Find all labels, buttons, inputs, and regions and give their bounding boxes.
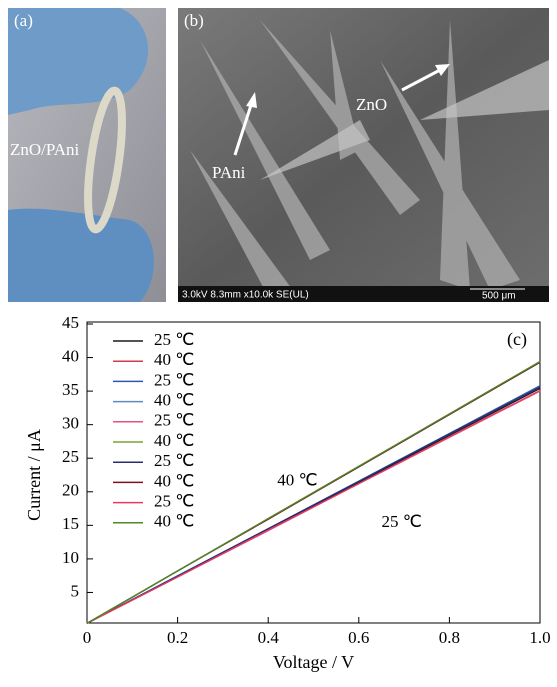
y-axis-label: Current / μA (24, 429, 44, 521)
sample-label: ZnO/PAni (10, 140, 80, 159)
annotation: 25 ℃ (381, 512, 421, 531)
panel-label: (c) (507, 329, 527, 350)
x-tick-label: 0.4 (258, 628, 280, 647)
legend-label: 25 ℃ (154, 492, 194, 511)
scale-bar-label: 500 μm (482, 291, 516, 302)
x-tick-label: 0.6 (348, 628, 369, 647)
x-tick-label: 0.2 (167, 628, 188, 647)
y-tick-label: 40 (62, 346, 79, 365)
legend-label: 25 ℃ (154, 370, 194, 389)
y-tick-label: 15 (62, 514, 79, 533)
y-tick-label: 5 (71, 581, 80, 600)
x-tick-label: 0.8 (439, 628, 460, 647)
legend-label: 40 ℃ (154, 471, 194, 490)
y-tick-label: 35 (62, 380, 79, 399)
y-tick-label: 20 (62, 481, 79, 500)
legend-label: 40 ℃ (154, 512, 194, 531)
chart-c: 0 0.2 0.4 0.6 0.8 1.0 5 10 15 20 25 30 35 40 45 Voltage… (24, 313, 551, 672)
panel-label: (b) (184, 11, 204, 30)
photo-a: (a) ZnO/PAni (8, 8, 166, 302)
sem-image-b: 3.0kV 8.3mm x10.0k SE(UL) 500 μm (b) PAn… (178, 8, 549, 302)
y-tick-label: 25 (62, 447, 79, 466)
figure: (a) ZnO/PAni 3.0kV 8.3mm x10.0k SE(UL) 5… (0, 0, 557, 682)
legend-label: 40 ℃ (154, 391, 194, 410)
annotation: 40 ℃ (277, 471, 317, 490)
sem-info: 3.0kV 8.3mm x10.0k SE(UL) (182, 290, 309, 301)
zno-label: ZnO (356, 95, 387, 114)
x-tick-label: 0 (83, 628, 92, 647)
legend-label: 25 ℃ (154, 451, 194, 470)
panel-label: (a) (14, 11, 33, 30)
legend-label: 40 ℃ (154, 431, 194, 450)
x-tick-label: 1.0 (529, 628, 550, 647)
legend-label: 25 ℃ (154, 411, 194, 430)
x-axis-label: Voltage / V (273, 652, 354, 672)
legend-label: 25 ℃ (154, 330, 194, 349)
y-tick-label: 30 (62, 414, 79, 433)
y-tick-label: 10 (62, 548, 79, 567)
legend-label: 40 ℃ (154, 350, 194, 369)
y-tick-label: 45 (62, 313, 79, 332)
pani-label: PAni (212, 163, 246, 182)
